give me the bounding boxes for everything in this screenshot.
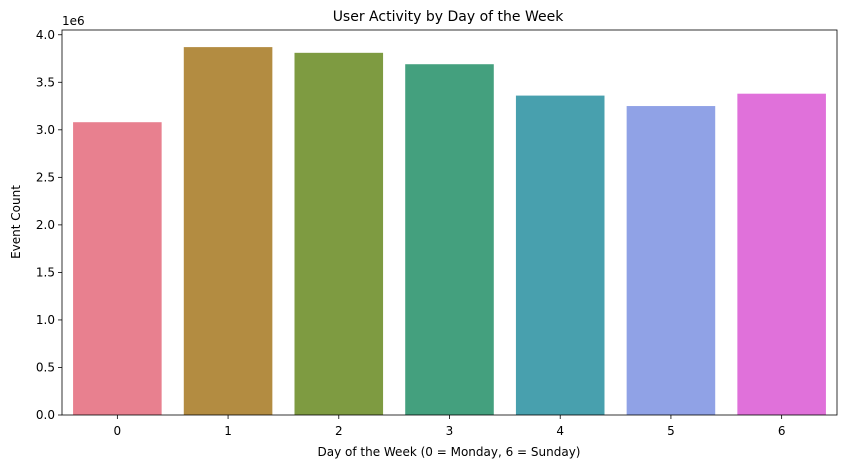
y-tick-label: 2.5: [36, 170, 55, 184]
bar-day-3: [405, 64, 494, 415]
bar-day-1: [183, 47, 273, 415]
plot-frame: [61, 29, 838, 416]
bar-day-2: [294, 52, 384, 415]
chart-title: User Activity by Day of the Week: [333, 9, 565, 25]
y-tick-label: 1.0: [36, 313, 55, 327]
y-tick-label: 2.0: [36, 218, 55, 232]
x-tick-label: 0: [114, 424, 122, 438]
x-tick-label: 6: [778, 424, 786, 438]
x-tick-label: 3: [446, 424, 454, 438]
bar-day-6: [737, 93, 826, 416]
x-axis-label: Day of the Week (0 = Monday, 6 = Sunday): [318, 445, 581, 459]
bar-day-5: [626, 106, 716, 416]
x-tick-label: 5: [667, 424, 675, 438]
y-tick-label: 0.5: [36, 360, 55, 374]
y-tick-label: 3.0: [36, 123, 55, 137]
bar-day-0: [73, 122, 162, 416]
y-tick-label: 3.5: [36, 75, 55, 89]
y-tick-label: 1.5: [36, 265, 55, 279]
x-tick-label: 2: [335, 424, 343, 438]
y-offset-label: 1e6: [62, 14, 85, 28]
bar-day-4: [515, 95, 605, 415]
bars-group: [73, 47, 826, 416]
x-tick-label: 4: [556, 424, 564, 438]
x-ticks-group: 0 1 2 3 4 5 6: [114, 415, 786, 438]
y-tick-label: 0.0: [36, 408, 55, 422]
y-ticks-group: 0.0 0.5 1.0 1.5 2.0 2.5 3.0 3.5 4.0: [36, 28, 62, 422]
y-tick-label: 4.0: [36, 28, 55, 42]
y-axis-label: Event Count: [9, 185, 23, 259]
x-tick-label: 1: [224, 424, 232, 438]
